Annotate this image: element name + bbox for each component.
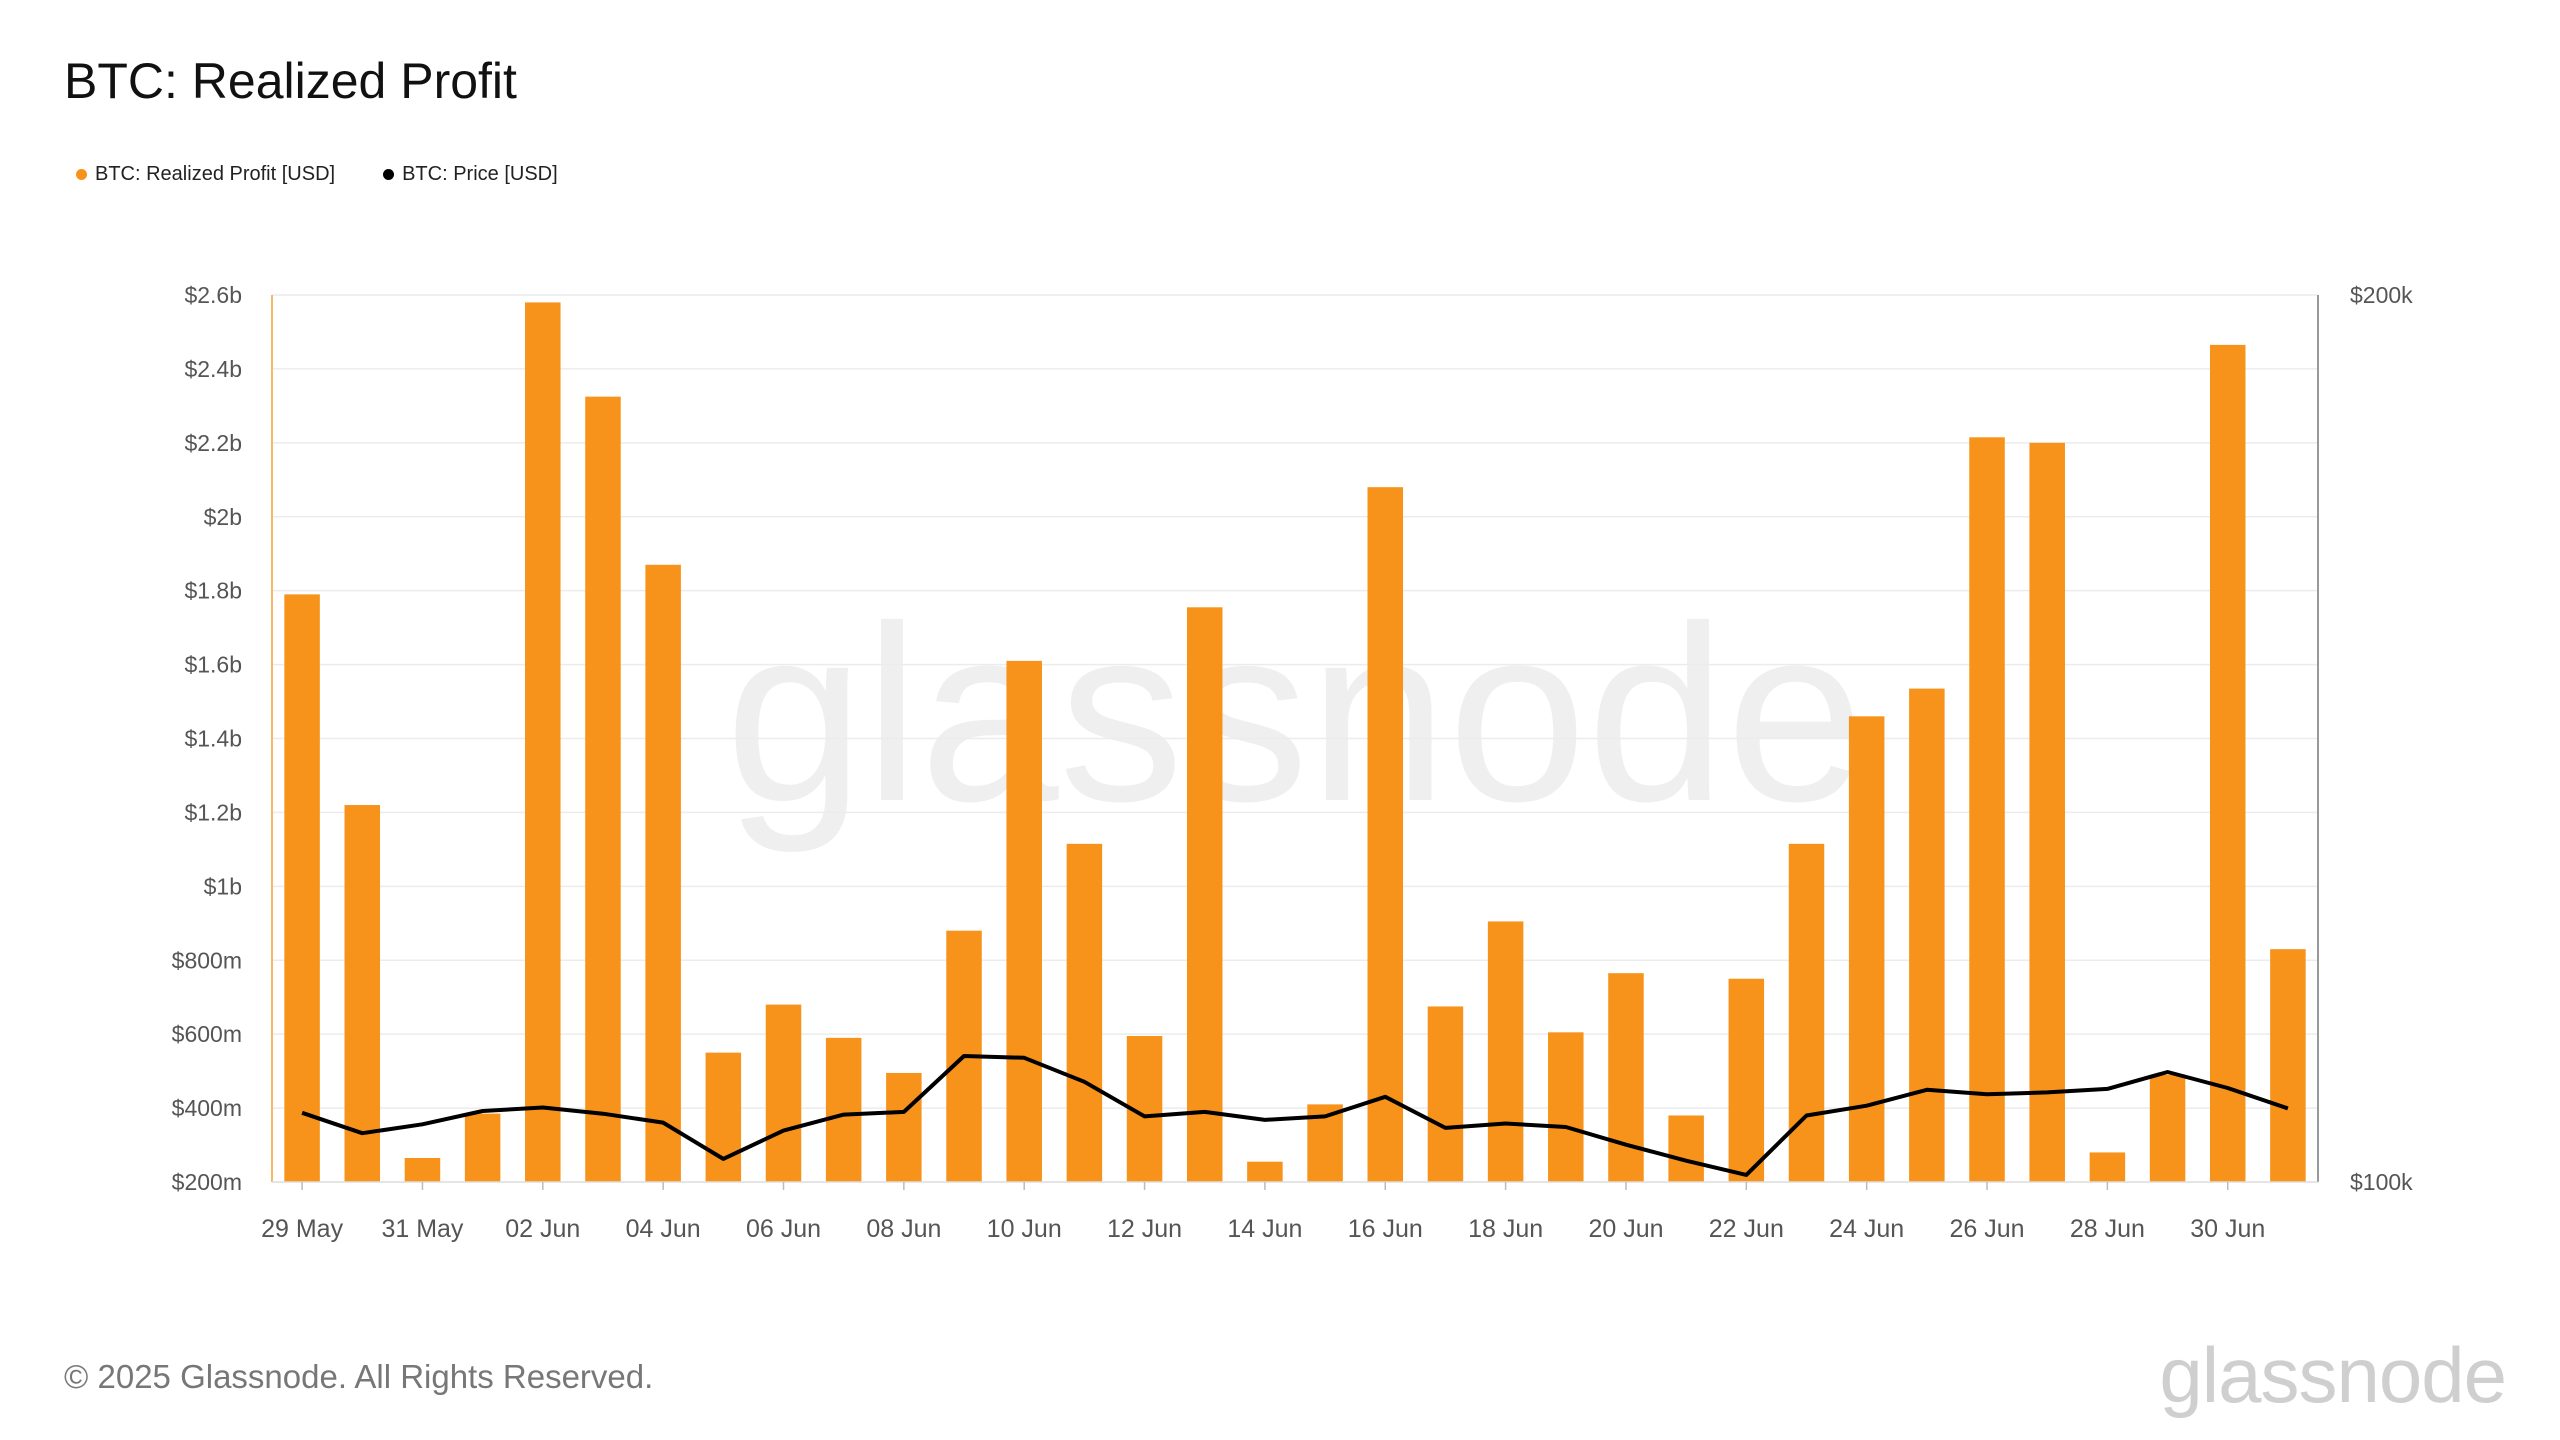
right-axis-tick-label: $100k — [2350, 1169, 2413, 1195]
right-axis-tick-label: $200k — [2350, 282, 2413, 308]
bar — [464, 1113, 501, 1182]
x-axis-tick-label: 20 Jun — [1588, 1215, 1663, 1243]
left-axis-tick-label: $2.4b — [184, 356, 242, 382]
x-axis-tick-label: 28 Jun — [2070, 1215, 2145, 1243]
bar — [1487, 921, 1524, 1182]
bar — [1668, 1115, 1704, 1182]
bar — [585, 396, 621, 1183]
x-axis-tick-label: 12 Jun — [1107, 1215, 1182, 1243]
left-axis-tick-label: $1.6b — [184, 652, 242, 678]
legend: BTC: Realized Profit [USD] BTC: Price [U… — [76, 163, 558, 186]
x-axis-tick-label: 06 Jun — [746, 1215, 821, 1243]
legend-item-price[interactable]: BTC: Price [USD] — [383, 163, 558, 186]
bar — [1728, 978, 1765, 1182]
x-axis-tick-label: 26 Jun — [1949, 1215, 2024, 1243]
copyright-text: © 2025 Glassnode. All Rights Reserved. — [64, 1358, 654, 1395]
left-axis-tick-label: $1.8b — [184, 578, 242, 604]
left-axis-tick-label: $200m — [172, 1169, 242, 1195]
bar — [1909, 688, 1945, 1182]
legend-dot-black-icon — [383, 169, 395, 180]
bar — [886, 1072, 922, 1182]
bar — [1427, 1006, 1464, 1182]
bar — [1969, 437, 2005, 1183]
bar — [2029, 442, 2065, 1182]
x-axis-tick-label: 08 Jun — [866, 1215, 941, 1243]
bar — [525, 302, 561, 1182]
bar — [1006, 660, 1042, 1182]
bar — [1548, 1032, 1584, 1182]
bar — [1788, 843, 1825, 1182]
x-axis-tick-label: 10 Jun — [987, 1215, 1062, 1243]
bar — [284, 594, 320, 1182]
bar — [1247, 1161, 1283, 1182]
x-axis-tick-label: 31 May — [381, 1215, 463, 1243]
price-line-series — [301, 1054, 2289, 1177]
bar-series — [284, 302, 2306, 1183]
bar — [2209, 344, 2246, 1182]
bar — [1367, 487, 1404, 1182]
x-axis-tick-label: 18 Jun — [1468, 1215, 1543, 1243]
left-axis-tick-label: $400m — [172, 1095, 242, 1121]
glassnode-logo: glassnode — [2159, 1331, 2507, 1419]
left-axis-tick-label: $2b — [204, 504, 242, 530]
x-axis-tick-label: 14 Jun — [1227, 1215, 1302, 1243]
bar — [2270, 949, 2306, 1182]
watermark-text: glassnode — [725, 574, 1865, 853]
left-axis-tick-label: $1b — [204, 873, 242, 899]
legend-item-realized-profit[interactable]: BTC: Realized Profit [USD] — [76, 163, 335, 186]
x-axis-tick-label: 16 Jun — [1348, 1215, 1423, 1243]
bar — [1848, 716, 1885, 1182]
axes: $200m $400m $600m $800m $1b $1.2b $1.4b $1.6b $1… — [172, 282, 2413, 1243]
legend-label-realized-profit: BTC: Realized Profit [USD] — [95, 163, 336, 185]
bar — [1066, 843, 1103, 1182]
bar — [2089, 1152, 2126, 1182]
grid-lines — [272, 294, 2318, 1183]
legend-label-price: BTC: Price [USD] — [402, 163, 558, 185]
bar — [344, 805, 381, 1182]
bar — [645, 564, 681, 1182]
left-axis-tick-label: $2.6b — [184, 282, 242, 308]
bar — [825, 1037, 862, 1182]
bar — [2149, 1074, 2186, 1182]
left-axis-tick-label: $1.2b — [184, 799, 242, 825]
left-axis-tick-label: $2.2b — [184, 430, 242, 456]
x-axis-tick-label: 04 Jun — [626, 1215, 701, 1243]
left-axis-tick-label: $1.4b — [184, 726, 242, 752]
bar — [1608, 973, 1644, 1182]
bar — [705, 1052, 742, 1182]
x-axis-tick-label: 30 Jun — [2190, 1215, 2265, 1243]
bar — [1186, 607, 1223, 1182]
x-axis-tick-label: 02 Jun — [505, 1215, 580, 1243]
bar — [765, 1004, 802, 1182]
bar — [404, 1157, 441, 1182]
x-axis-tick-label: 22 Jun — [1709, 1215, 1784, 1243]
x-axis-tick-label: 29 May — [261, 1215, 343, 1243]
price-line — [301, 1054, 2289, 1177]
left-axis-tick-label: $800m — [172, 947, 242, 973]
legend-dot-orange-icon — [76, 169, 87, 180]
chart-title: BTC: Realized Profit — [64, 53, 517, 109]
left-axis-tick-label: $600m — [172, 1021, 242, 1047]
x-axis-tick-label: 24 Jun — [1829, 1215, 1904, 1243]
